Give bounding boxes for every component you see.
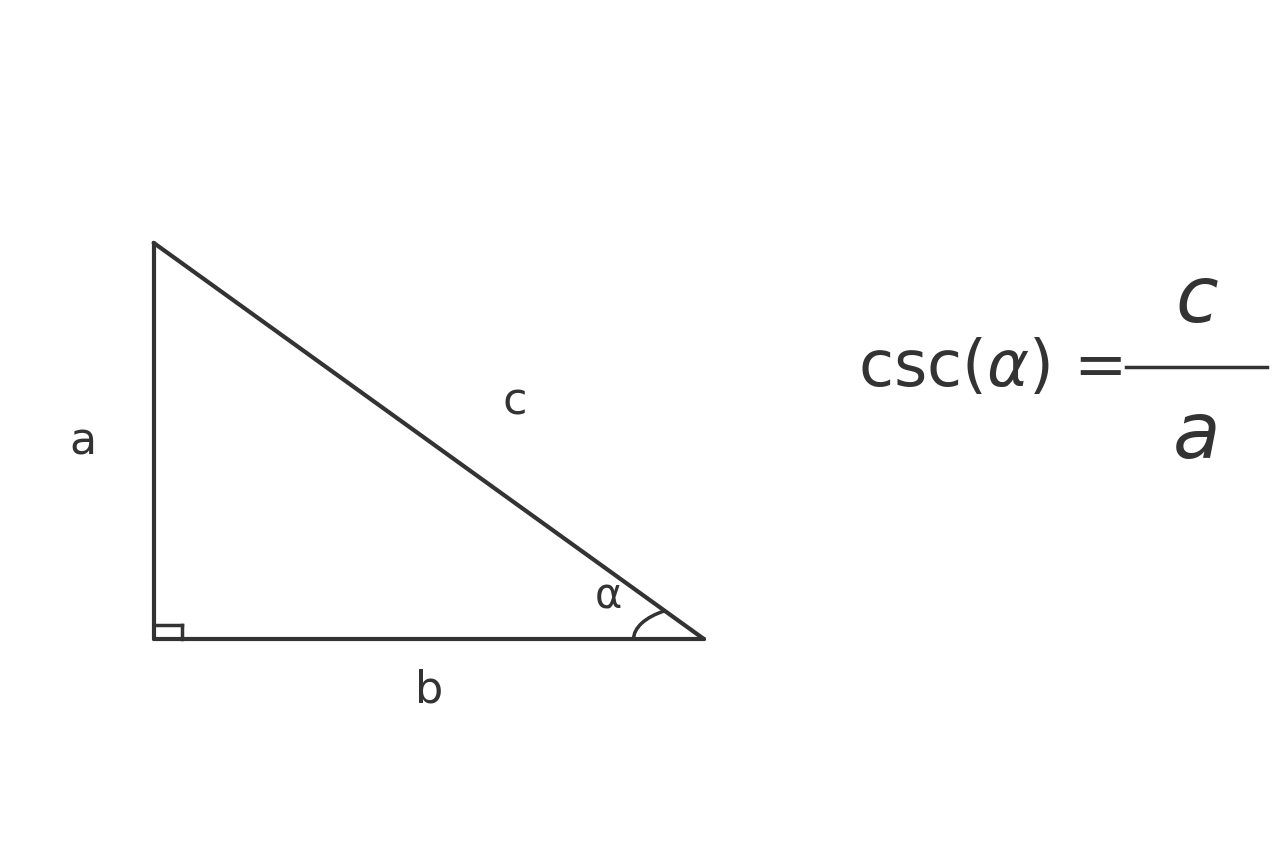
- Bar: [641, 787, 662, 789]
- Bar: [618, 784, 662, 786]
- Text: c: c: [1175, 261, 1219, 337]
- Bar: [618, 786, 639, 787]
- Text: www.inchcalculator.com: www.inchcalculator.com: [489, 812, 791, 836]
- Text: csc($\alpha$) =: csc($\alpha$) =: [858, 336, 1123, 398]
- Bar: [641, 786, 662, 787]
- Text: Cosecant Formula: Cosecant Formula: [315, 32, 965, 101]
- Text: b: b: [415, 667, 443, 711]
- Text: α: α: [594, 575, 622, 617]
- Bar: [618, 787, 639, 789]
- Text: c: c: [503, 380, 527, 422]
- Text: a: a: [69, 420, 97, 463]
- Text: a: a: [1172, 397, 1221, 473]
